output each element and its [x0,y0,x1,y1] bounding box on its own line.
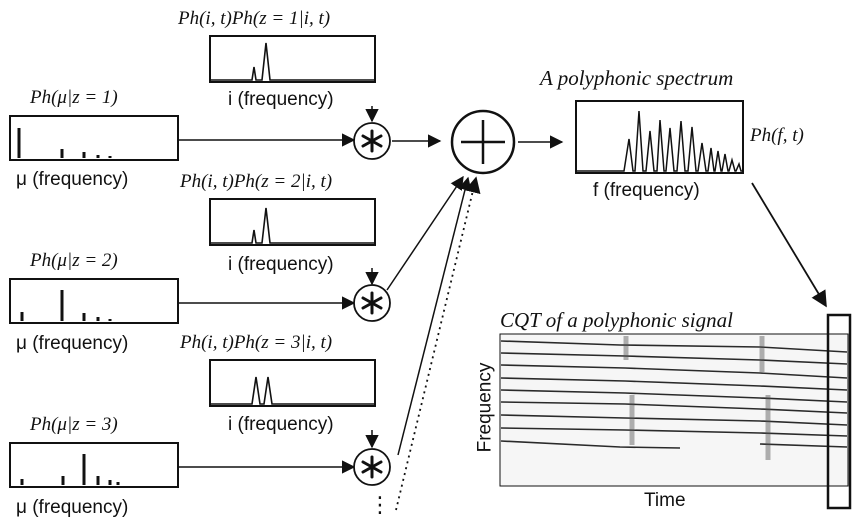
kernel-axis-label-2: μ (frequency) [16,333,129,354]
kernel-box-2 [9,278,179,324]
kernel-axis-label-1: μ (frequency) [16,169,129,190]
convolve-icon [353,448,391,486]
kernel-box-1 [9,115,179,161]
arrow-spectrum-to-cqt [751,182,827,308]
polyphonic-spectrum-box [575,100,744,174]
spectrum-axis-label: f (frequency) [593,180,700,201]
prior-axis-label-2: i (frequency) [228,254,334,275]
prior-label-2: Ph(i, t)Ph(z = 2|i, t) [180,171,333,192]
cqt-spectrogram [499,333,849,487]
prior-label-1: Ph(i, t)Ph(z = 1|i, t) [178,8,331,29]
kernel-label-2: Ph(μ|z = 2) [30,250,118,271]
kernel-box-3 [9,442,179,488]
more-sources-ellipsis: ⋮ [369,492,391,517]
cqt-time-axis-label: Time [644,490,686,511]
convolve-icon [353,284,391,322]
prior-label-3: Ph(i, t)Ph(z = 3|i, t) [180,332,333,353]
sum-icon [450,109,516,175]
arrow-more-sources-to-sum [395,176,481,511]
prior-box-1 [209,35,376,83]
kernel-label-1: Ph(μ|z = 1) [30,87,118,108]
polyphonic-spectrum-title: A polyphonic spectrum [540,66,734,90]
cqt-frequency-axis-label: Frequency [474,362,496,453]
arrow-conv-2-to-sum [386,175,464,291]
prior-axis-label-1: i (frequency) [228,89,334,110]
kernel-axis-label-3: μ (frequency) [16,497,129,518]
arrow-conv-3-to-sum [397,176,472,456]
cqt-title: CQT of a polyphonic signal [500,308,733,332]
prior-axis-label-3: i (frequency) [228,414,334,435]
convolve-icon [353,122,391,160]
prior-box-2 [209,198,376,246]
time-frame-highlight [826,313,852,510]
spectrum-function-label: Ph(f, t) [750,125,804,146]
kernel-label-3: Ph(μ|z = 3) [30,414,118,435]
prior-box-3 [209,359,376,407]
